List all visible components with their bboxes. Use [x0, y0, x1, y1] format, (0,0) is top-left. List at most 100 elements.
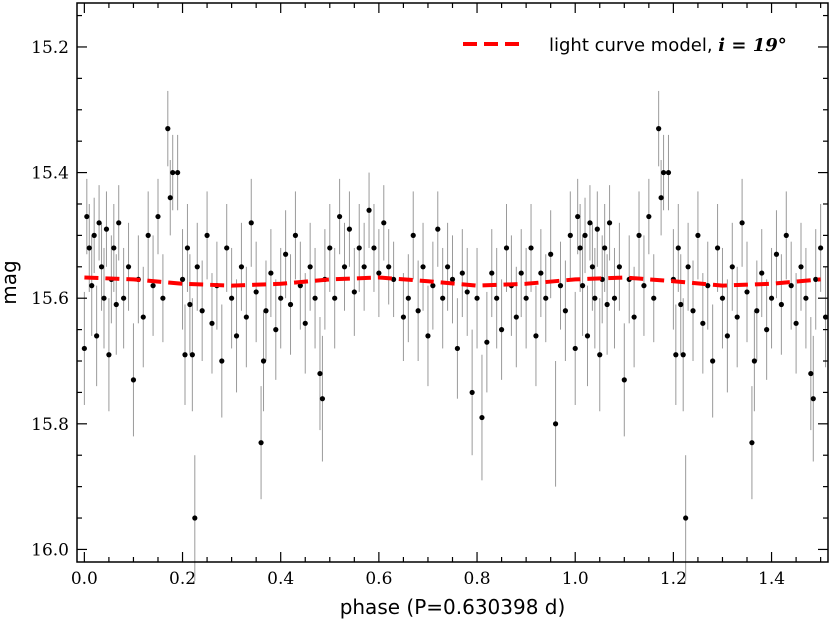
data-point	[749, 440, 755, 446]
data-point	[678, 301, 684, 308]
data-point	[764, 327, 770, 333]
data-point	[552, 421, 559, 427]
data-point	[656, 126, 662, 132]
data-point	[430, 283, 436, 289]
data-point	[278, 295, 284, 301]
data-point	[798, 264, 804, 270]
data-point	[219, 358, 225, 364]
data-point	[182, 352, 188, 358]
data-point	[390, 276, 397, 282]
y-tick-label: 16.0	[31, 540, 69, 560]
data-point	[597, 352, 603, 358]
data-point	[263, 308, 269, 314]
data-point	[346, 226, 353, 232]
data-point	[253, 289, 259, 295]
data-point	[103, 226, 110, 232]
data-point	[621, 377, 627, 383]
data-point	[813, 276, 819, 282]
data-point	[381, 220, 387, 226]
data-point	[400, 314, 407, 320]
data-point	[435, 226, 441, 232]
data-point	[651, 295, 657, 301]
data-point	[84, 213, 90, 220]
data-point	[292, 232, 299, 238]
data-point	[685, 264, 691, 270]
data-point	[660, 169, 667, 176]
light-curve-model-line	[84, 275, 821, 288]
data-point	[332, 295, 338, 301]
data-point	[81, 345, 87, 352]
data-point	[575, 213, 581, 220]
data-point	[808, 370, 814, 377]
data-point	[273, 327, 279, 333]
data-point	[611, 295, 618, 301]
data-point	[376, 270, 382, 276]
data-point	[425, 333, 431, 339]
data-point	[160, 295, 166, 301]
x-axis-label: phase (P=0.630398 d)	[340, 595, 566, 619]
data-point	[822, 314, 829, 320]
data-point	[327, 245, 333, 251]
data-point	[594, 226, 600, 232]
y-tick-label: 15.6	[31, 289, 69, 309]
x-tick-label: 0.2	[169, 569, 196, 589]
data-point	[503, 245, 510, 251]
data-point	[194, 264, 200, 270]
data-point	[106, 352, 112, 358]
x-tick-label: 0.4	[267, 569, 294, 589]
data-point	[121, 295, 127, 301]
data-point	[714, 245, 721, 251]
data-point	[224, 245, 230, 251]
data-point	[705, 283, 711, 289]
data-point	[606, 220, 613, 226]
data-point	[636, 232, 642, 238]
data-point	[89, 283, 95, 289]
data-point	[474, 295, 480, 301]
data-point	[584, 333, 591, 339]
data-point	[567, 232, 573, 238]
data-point	[528, 245, 534, 251]
data-point	[724, 333, 730, 339]
data-point	[695, 232, 701, 238]
data-point	[165, 126, 171, 132]
data-point	[361, 264, 367, 270]
data-point	[489, 270, 495, 276]
data-point	[673, 352, 679, 358]
data-point	[86, 245, 92, 251]
data-point	[604, 301, 610, 308]
data-point	[729, 264, 735, 270]
data-point	[562, 308, 568, 314]
data-point	[680, 352, 686, 358]
data-point	[754, 308, 760, 314]
data-point	[96, 220, 102, 226]
data-point	[803, 295, 809, 301]
data-point	[116, 220, 122, 226]
data-point	[783, 232, 789, 238]
data-point	[440, 295, 446, 301]
data-point	[243, 314, 249, 320]
x-tick-label: 1.2	[660, 569, 687, 589]
data-point	[366, 207, 372, 213]
data-point	[484, 339, 490, 345]
data-point	[734, 314, 740, 320]
data-point	[170, 169, 176, 176]
data-point	[111, 245, 117, 251]
data-point	[341, 264, 348, 270]
data-point	[523, 295, 529, 301]
x-tick-label: 0.6	[365, 569, 392, 589]
x-tick-label: 0.8	[464, 569, 491, 589]
data-point	[778, 301, 784, 308]
data-point	[287, 301, 294, 308]
data-point	[587, 220, 593, 226]
data-point	[302, 320, 308, 326]
data-point	[449, 276, 456, 282]
data-point	[130, 377, 137, 383]
data-point	[675, 245, 681, 251]
data-point	[150, 283, 156, 289]
data-point	[494, 295, 500, 301]
data-point	[307, 264, 313, 270]
data-point	[710, 358, 716, 364]
data-point	[101, 295, 107, 301]
data-point	[238, 264, 245, 270]
data-point	[498, 327, 505, 333]
